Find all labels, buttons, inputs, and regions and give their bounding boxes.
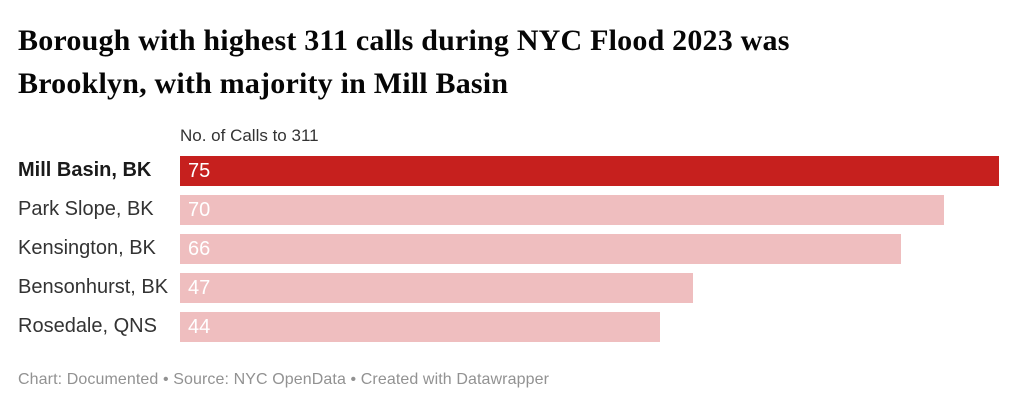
chart-footer-credits: Chart: Documented • Source: NYC OpenData… — [18, 370, 550, 388]
bar-row: Park Slope, BK 70 — [18, 194, 999, 225]
bar-rows: Mill Basin, BK 75 Park Slope, BK 70 Kens… — [18, 155, 999, 342]
bar-track: 66 — [180, 233, 999, 264]
bar-row: Bensonhurst, BK 47 — [18, 272, 999, 303]
value-axis-label: No. of Calls to 311 — [180, 125, 319, 145]
bar-track: 70 — [180, 194, 999, 225]
bar-value-label: 47 — [188, 276, 211, 299]
bar-row: Kensington, BK 66 — [18, 233, 999, 264]
category-label: Kensington, BK — [18, 237, 156, 260]
category-label: Rosedale, QNS — [18, 315, 157, 338]
bar[interactable]: 47 — [180, 272, 694, 303]
bar-value-label: 66 — [188, 237, 211, 260]
category-label: Mill Basin, BK — [18, 159, 152, 182]
bar-value-label: 44 — [188, 315, 211, 338]
bar-track: 47 — [180, 272, 999, 303]
bar[interactable]: 66 — [180, 233, 901, 264]
bar[interactable]: 44 — [180, 311, 661, 342]
bar-track: 44 — [180, 311, 999, 342]
category-label: Bensonhurst, BK — [18, 276, 169, 299]
bar-row: Rosedale, QNS 44 — [18, 311, 999, 342]
category-label: Park Slope, BK — [18, 198, 154, 221]
bar-value-label: 70 — [188, 198, 211, 221]
chart-title: Borough with highest 311 calls during NY… — [18, 20, 999, 106]
bar-track: 75 — [180, 155, 999, 186]
chart-title-line-1: Borough with highest 311 calls during NY… — [18, 24, 790, 57]
bar-value-label: 75 — [188, 159, 211, 182]
chart-title-line-2: Brooklyn, with majority in Mill Basin — [18, 66, 509, 100]
bar-chart: No. of Calls to 311 Mill Basin, BK 75 Pa… — [18, 126, 999, 342]
bar[interactable]: 75 — [180, 155, 999, 186]
bar[interactable]: 70 — [180, 194, 945, 225]
bar-row: Mill Basin, BK 75 — [18, 155, 999, 186]
